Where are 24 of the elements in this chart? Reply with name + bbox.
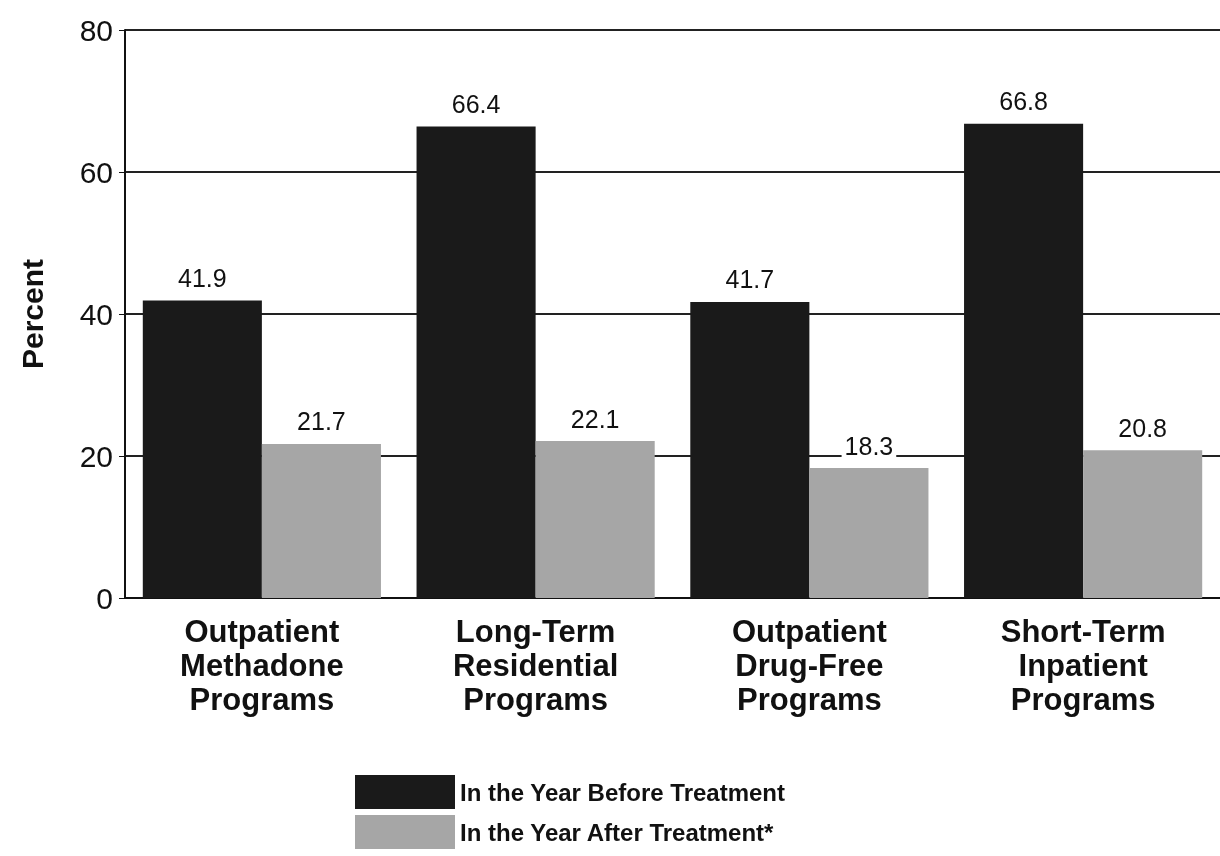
x-tick-label: Outpatient Drug-Free Programs: [731, 613, 887, 717]
legend-label: In the Year After Treatment*: [460, 818, 775, 846]
bar: [261, 443, 381, 598]
data-label: 66.8: [999, 87, 1048, 116]
y-tick-label: 60: [79, 155, 113, 189]
data-label: 18.3: [844, 431, 894, 460]
bar: [535, 441, 655, 598]
x-tick-label: Outpatient Methadone Programs: [180, 613, 344, 717]
data-label: 20.8: [1118, 413, 1167, 442]
y-tick-label: 0: [96, 581, 113, 615]
legend-label: In the Year Before Treatment: [460, 778, 786, 806]
y-tick-label: 80: [79, 13, 113, 47]
data-label: 22.1: [570, 404, 620, 433]
data-label: 41.7: [725, 265, 775, 294]
y-tick-label: 40: [79, 297, 113, 331]
x-tick-label: Long-Term Residential Programs: [452, 613, 619, 717]
data-label: 41.9: [178, 264, 227, 293]
y-axis-title: Percent: [15, 258, 49, 370]
data-label: 66.4: [451, 90, 501, 119]
bar: [809, 468, 929, 598]
data-label: 21.7: [297, 407, 346, 436]
bar: [1083, 450, 1203, 598]
y-tick-label: 20: [79, 439, 113, 473]
x-tick-label: Short-Term Inpatient Programs: [1000, 613, 1166, 717]
